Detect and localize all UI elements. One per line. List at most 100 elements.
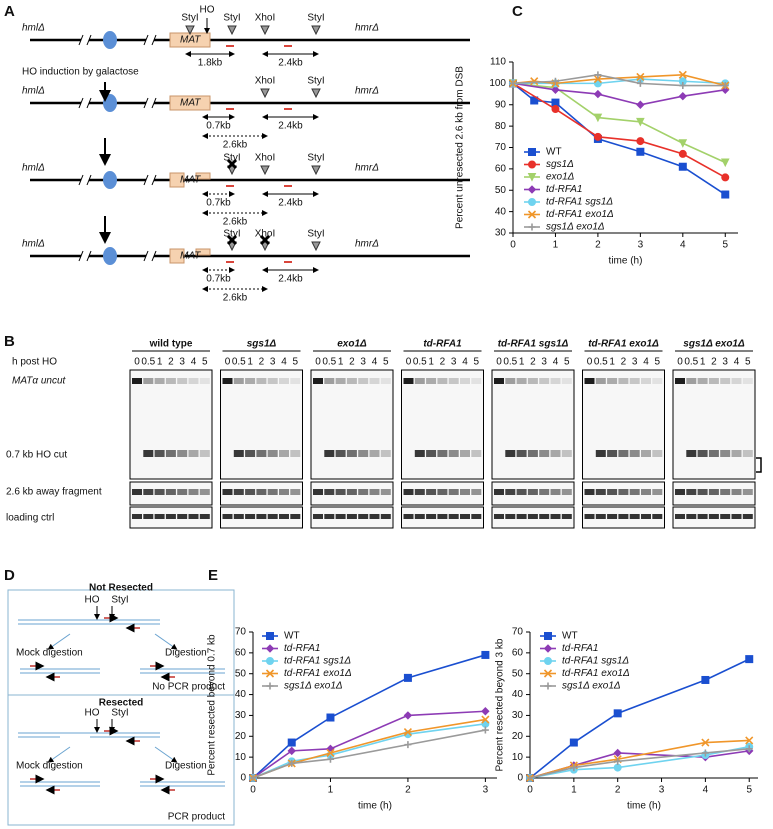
band <box>222 378 233 384</box>
y-tick-label: 60 <box>495 164 507 175</box>
site-triangle <box>311 25 321 36</box>
band <box>324 514 335 519</box>
data-point <box>404 741 412 749</box>
band <box>233 489 244 495</box>
band <box>426 514 437 519</box>
band <box>245 489 256 495</box>
x-tick-label: 1 <box>571 785 577 796</box>
result-label: No PCR product <box>152 682 225 693</box>
ho-label: HO <box>85 595 100 606</box>
data-point <box>544 632 552 640</box>
break-mark <box>86 174 92 186</box>
data-point <box>481 715 490 724</box>
y-tick-label: 20 <box>235 731 247 742</box>
panel-label: B <box>4 333 15 350</box>
lane-label: 3 <box>179 357 185 368</box>
x-tick-label: 2 <box>615 785 621 796</box>
break-mark <box>151 250 157 262</box>
lane-label: 0 <box>315 357 321 368</box>
distance-label: 0.7kb <box>206 198 231 209</box>
y-tick-label: 40 <box>495 206 507 217</box>
break-mark <box>86 34 92 46</box>
data-point <box>403 711 413 720</box>
lane-label: 5 <box>564 357 570 368</box>
band <box>629 450 640 457</box>
series-line <box>512 82 726 179</box>
result-label: PCR product <box>168 812 225 823</box>
data-point <box>613 763 622 772</box>
data-point <box>481 650 490 659</box>
band <box>154 378 165 384</box>
data-point <box>265 669 275 678</box>
locus-left: hmlΔ <box>22 163 45 174</box>
x-tick-label: 0 <box>250 785 256 796</box>
data-point <box>544 682 552 690</box>
band <box>460 378 470 384</box>
y-tick-label: 0 <box>517 773 523 784</box>
band <box>494 378 504 384</box>
x-tick-label: 4 <box>680 240 686 251</box>
band <box>686 514 697 519</box>
data-point <box>636 147 645 156</box>
data-point <box>678 70 687 79</box>
band <box>233 378 244 384</box>
band <box>290 514 301 519</box>
band <box>403 378 414 384</box>
band <box>494 489 504 495</box>
data-point <box>266 632 274 640</box>
band <box>448 378 459 384</box>
lane-label: 2 <box>440 357 446 368</box>
band <box>652 450 663 457</box>
data-point <box>249 774 257 782</box>
digestion-label: Digestion <box>165 761 207 772</box>
band <box>641 450 651 457</box>
data-point <box>265 644 275 653</box>
band <box>561 450 572 457</box>
band <box>256 378 267 384</box>
band <box>132 489 142 495</box>
band <box>731 450 742 457</box>
band <box>516 378 527 384</box>
band <box>358 450 369 457</box>
data-point <box>288 759 296 767</box>
lane-label: 0 <box>225 357 231 368</box>
lane-label: 0.5 <box>503 357 517 368</box>
band <box>165 514 176 519</box>
data-point <box>613 709 622 718</box>
legend-label: sgs1Δ exo1Δ <box>546 222 605 233</box>
lane-label: 5 <box>474 357 480 368</box>
x-tick-label: 5 <box>746 785 752 796</box>
band <box>335 514 346 519</box>
schematic-box <box>7 589 235 696</box>
band <box>460 514 470 519</box>
panel-label: A <box>4 3 15 20</box>
lane-label: 2 <box>259 357 265 368</box>
site-label: StyI <box>307 76 324 87</box>
panel-label: C <box>512 3 523 20</box>
site-label: StyI <box>223 229 240 240</box>
data-point <box>636 79 644 87</box>
row-label: 2.6 kb away fragment <box>6 487 102 498</box>
band <box>618 378 629 384</box>
gel-frame <box>491 369 575 480</box>
band <box>641 514 651 519</box>
legend-label: td-RFA1 <box>546 184 583 195</box>
band <box>584 378 595 384</box>
gel-frame <box>672 369 756 480</box>
y-tick-label: 80 <box>495 121 507 132</box>
band <box>437 450 448 457</box>
data-point <box>679 82 687 90</box>
lane-label: 0.5 <box>594 357 608 368</box>
y-tick-label: 50 <box>495 185 507 196</box>
band <box>641 489 651 495</box>
mat-label: MAT <box>180 35 201 46</box>
cut-mark <box>259 234 271 246</box>
x-axis-label: time (h) <box>609 256 643 267</box>
band <box>143 378 154 384</box>
lane-label: 4 <box>643 357 649 368</box>
band <box>720 514 731 519</box>
break-gap <box>146 252 154 260</box>
strain-label: td-RFA1 exo1Δ <box>588 339 659 350</box>
x-tick-label: 3 <box>638 240 644 251</box>
band <box>313 514 323 519</box>
